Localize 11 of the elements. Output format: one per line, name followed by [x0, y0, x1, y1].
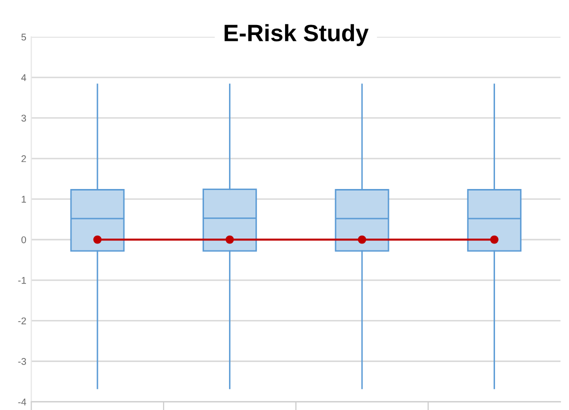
y-tick-label: -4 — [18, 398, 26, 406]
y-tick-label: 4 — [21, 74, 26, 81]
y-tick-label: -3 — [18, 358, 26, 365]
y-tick-label: 0 — [21, 236, 26, 244]
y-tick-label: 3 — [21, 114, 26, 122]
chart-title: E-Risk Study — [224, 24, 369, 46]
y-tick-label: 2 — [22, 155, 26, 162]
y-tick-label: -1 — [18, 277, 26, 284]
y-tick-label: 1 — [22, 196, 26, 203]
y-tick-label: 5 — [21, 34, 26, 41]
y-tick-label: -2 — [18, 317, 26, 324]
